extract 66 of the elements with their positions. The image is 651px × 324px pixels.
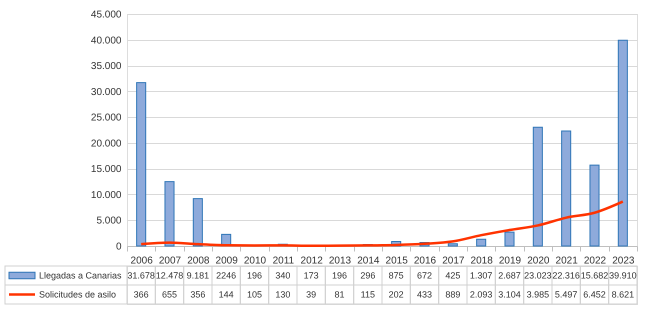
x-tick-label: 2014: [357, 256, 380, 266]
x-tick-label: 2009: [216, 256, 238, 266]
y-tick-label: 35.000: [90, 61, 122, 72]
data-label: 433: [416, 290, 432, 300]
y-tick-label: 30.000: [90, 86, 122, 98]
x-tick-label: 2023: [612, 256, 635, 266]
x-tick-label: 2007: [158, 256, 182, 266]
y-tick-label: 10.000: [90, 190, 122, 201]
x-tick-label: 2016: [414, 256, 437, 266]
x-tick-label: 2008: [187, 256, 210, 266]
data-label: 39.910: [609, 270, 637, 280]
y-tick-label: 0: [116, 242, 122, 252]
x-tick-label: 2010: [244, 256, 267, 266]
legend-label: Solicitudes de asilo: [39, 290, 116, 300]
x-tick-label: 2012: [300, 256, 324, 266]
data-label: 356: [190, 290, 206, 300]
data-label: 39: [306, 290, 316, 300]
data-label: 366: [134, 290, 149, 300]
data-label: 2246: [216, 270, 236, 280]
x-tick-label: 2020: [527, 256, 550, 266]
data-label: 655: [162, 290, 178, 300]
data-label: 9.181: [186, 270, 210, 280]
data-label: 340: [275, 270, 290, 280]
data-label: 202: [388, 290, 404, 300]
data-label: 296: [360, 270, 376, 280]
x-tick-label: 2015: [386, 256, 408, 266]
x-tick-label: 2017: [442, 256, 465, 266]
y-tick-label: 25.000: [90, 112, 122, 124]
data-label: 81: [334, 290, 345, 300]
data-label: 196: [332, 270, 348, 280]
data-label: 3.104: [498, 290, 521, 300]
x-tick-label: 2022: [584, 256, 607, 266]
data-label: 115: [360, 290, 376, 300]
y-tick-label: 15.000: [90, 164, 122, 176]
data-label: 2.093: [470, 290, 492, 300]
x-tick-label: 2018: [470, 256, 494, 266]
data-label: 105: [246, 290, 262, 300]
y-tick-label: 45.000: [90, 10, 122, 20]
data-label: 2.687: [498, 270, 521, 280]
data-label: 3.985: [526, 290, 550, 300]
x-tick-label: 2019: [498, 256, 522, 266]
data-label: 875: [388, 270, 404, 280]
y-tick-label: 20.000: [90, 138, 122, 150]
y-tick-label: 5.000: [96, 216, 122, 227]
x-tick-label: 2013: [328, 256, 352, 266]
data-label: 196: [246, 270, 262, 280]
legend-label: Llegadas a Canarias: [39, 270, 122, 280]
x-tick-label: 2006: [130, 256, 154, 266]
data-label: 23.023: [524, 270, 552, 280]
data-label: 1.307: [470, 270, 492, 280]
data-label: 8.621: [612, 290, 634, 300]
data-label: 672: [416, 270, 432, 280]
data-label: 31.678: [127, 270, 155, 280]
data-label: 173: [304, 270, 319, 280]
data-label: 6.452: [583, 290, 606, 300]
data-label: 425: [445, 270, 460, 280]
data-label: 22.316: [552, 270, 580, 280]
data-label: 130: [275, 290, 290, 300]
x-tick-label: 2011: [272, 256, 295, 266]
data-label: 889: [445, 290, 460, 300]
data-label: 15.682: [580, 270, 608, 280]
y-tick-label: 40.000: [90, 35, 122, 46]
x-tick-label: 2021: [556, 256, 578, 266]
data-label: 144: [218, 290, 234, 300]
data-label: 12.478: [156, 270, 184, 280]
data-label: 5.497: [554, 290, 578, 300]
